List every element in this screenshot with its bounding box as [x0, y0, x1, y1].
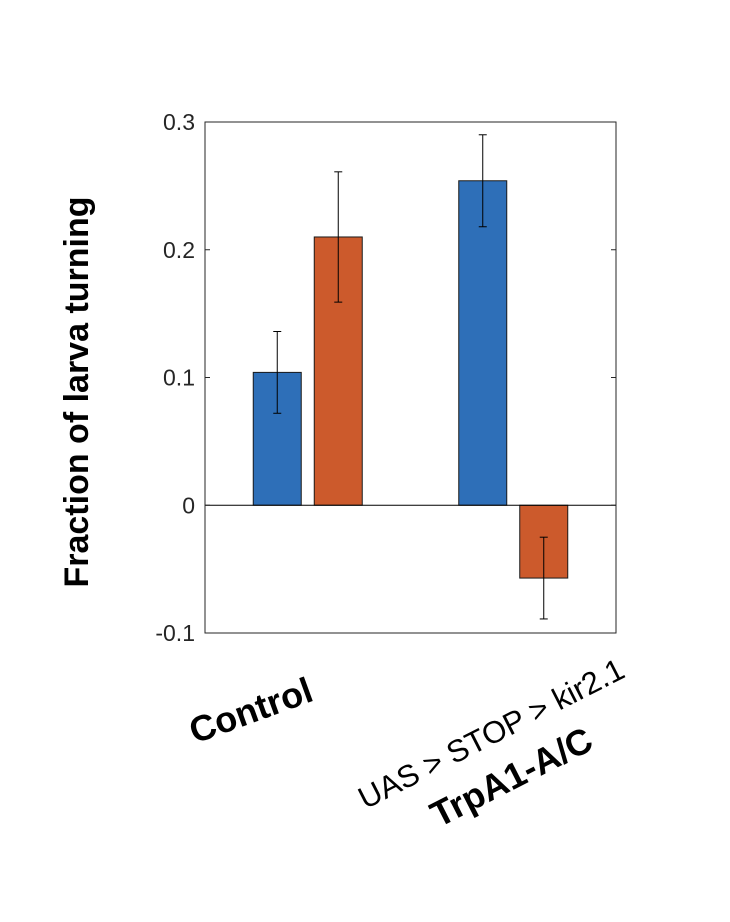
- y-axis-label: Fraction of larva turning: [58, 196, 96, 587]
- y-tick-label: 0.3: [163, 109, 195, 135]
- y-tick-label: 0.1: [163, 365, 195, 391]
- y-tick-label: -0.1: [155, 620, 195, 646]
- y-tick-label: 0.2: [163, 237, 195, 263]
- error-bars-group: [273, 134, 548, 620]
- category-label-control: Control: [184, 669, 318, 751]
- y-axis-ticks: -0.1 0 0.1 0.2 0.3: [155, 109, 616, 646]
- bar: [458, 180, 508, 506]
- y-tick-label: 0: [182, 492, 195, 518]
